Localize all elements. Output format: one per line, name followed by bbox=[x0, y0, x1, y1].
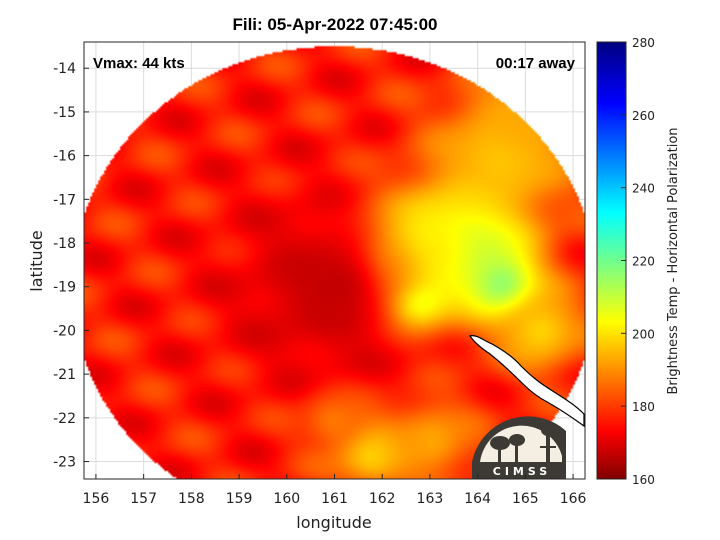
colorbar-tick-label: 240 bbox=[632, 182, 655, 196]
y-tick-label: -23 bbox=[53, 455, 76, 471]
x-axis-label: longitude bbox=[296, 513, 371, 532]
colorbar-tick-label: 280 bbox=[632, 36, 655, 50]
x-axis-ticks: 156 157 158 159 160 161 162 163 164 165 166 bbox=[83, 474, 587, 507]
y-tick-label: -15 bbox=[53, 105, 76, 121]
x-tick-label: 163 bbox=[417, 491, 444, 507]
x-tick-label: 157 bbox=[130, 491, 157, 507]
colorbar-tick-label: 180 bbox=[632, 400, 655, 414]
colorbar-tick-label: 160 bbox=[632, 473, 655, 487]
colorbar-label: Brightness Temp - Horizontal Polarizatio… bbox=[666, 127, 681, 394]
time-away-annotation: 00:17 away bbox=[496, 55, 576, 72]
y-tick-label: -14 bbox=[53, 61, 76, 77]
colorbar-ticks: 280 260 240 220 200 180 160 bbox=[621, 36, 655, 487]
coastline bbox=[469, 335, 585, 428]
vmax-annotation: Vmax: 44 kts bbox=[93, 55, 185, 72]
y-tick-label: -22 bbox=[53, 411, 76, 427]
y-tick-label: -18 bbox=[53, 236, 76, 252]
chart-title: Fili: 05-Apr-2022 07:45:00 bbox=[232, 15, 437, 34]
y-axis-ticks: -14 -15 -16 -17 -18 -19 -20 -21 -22 -23 bbox=[53, 61, 89, 471]
colorbar-tick-label: 260 bbox=[632, 109, 655, 123]
y-tick-label: -17 bbox=[53, 192, 76, 208]
y-tick-label: -20 bbox=[53, 323, 76, 339]
colorbar-tick-label: 220 bbox=[632, 255, 655, 269]
x-tick-label: 164 bbox=[464, 491, 491, 507]
x-tick-label: 159 bbox=[226, 491, 253, 507]
cimss-logo: CIMSS bbox=[472, 416, 566, 479]
y-tick-label: -19 bbox=[53, 280, 76, 296]
x-tick-label: 161 bbox=[321, 491, 348, 507]
x-tick-label: 166 bbox=[560, 491, 587, 507]
x-tick-label: 165 bbox=[512, 491, 539, 507]
x-tick-label: 162 bbox=[369, 491, 396, 507]
logo-text: CIMSS bbox=[493, 465, 551, 478]
colorbar-tick-label: 200 bbox=[632, 327, 655, 341]
x-tick-label: 156 bbox=[83, 491, 110, 507]
x-tick-label: 160 bbox=[273, 491, 300, 507]
y-tick-label: -21 bbox=[53, 367, 76, 383]
x-tick-label: 158 bbox=[178, 491, 205, 507]
y-tick-label: -16 bbox=[53, 149, 76, 165]
y-axis-label: latitude bbox=[27, 230, 46, 291]
brightness-temperature-heatmap bbox=[84, 42, 585, 479]
